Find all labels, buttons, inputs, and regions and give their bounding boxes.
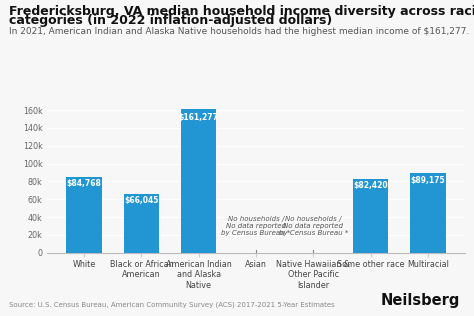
- Bar: [124, 194, 159, 253]
- Text: No households /
No data reported
by Census Bureau *: No households / No data reported by Cens…: [221, 216, 291, 236]
- Bar: [181, 109, 217, 253]
- Text: $82,420: $82,420: [353, 181, 388, 191]
- Bar: [66, 177, 102, 253]
- Text: Fredericksburg, VA median household income diversity across racial: Fredericksburg, VA median household inco…: [9, 5, 474, 18]
- Text: $84,768: $84,768: [67, 179, 101, 188]
- Text: categories (in 2022 inflation-adjusted dollars): categories (in 2022 inflation-adjusted d…: [9, 14, 333, 27]
- Text: Source: U.S. Census Bureau, American Community Survey (ACS) 2017-2021 5-Year Est: Source: U.S. Census Bureau, American Com…: [9, 301, 335, 308]
- Text: In 2021, American Indian and Alaska Native households had the highest median inc: In 2021, American Indian and Alaska Nati…: [9, 27, 470, 36]
- Text: $66,045: $66,045: [124, 196, 159, 205]
- Text: No households /
No data reported
by Census Bureau *: No households / No data reported by Cens…: [279, 216, 348, 236]
- Text: $89,175: $89,175: [410, 176, 445, 185]
- Bar: [410, 173, 446, 253]
- Text: $161,277: $161,277: [179, 113, 219, 122]
- Text: Neilsberg: Neilsberg: [381, 293, 460, 308]
- Bar: [353, 179, 388, 253]
